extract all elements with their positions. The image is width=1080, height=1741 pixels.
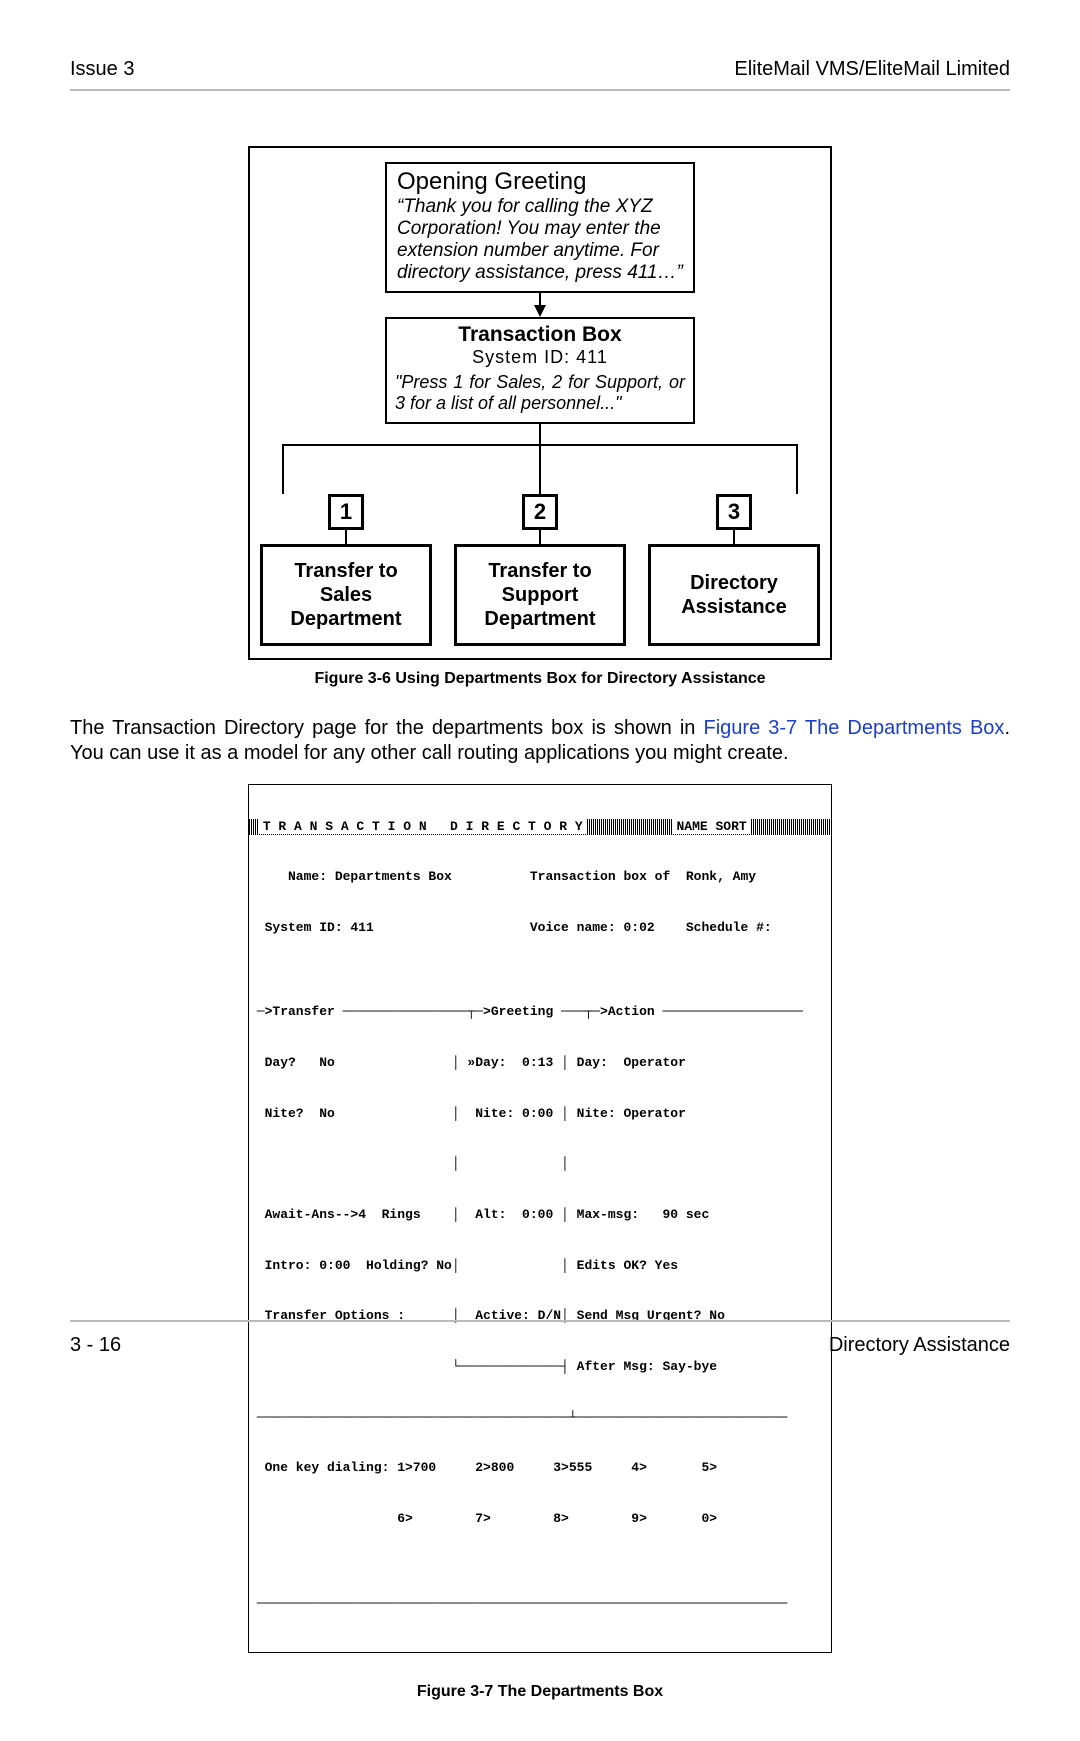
terminal-line: Day? No │ »Day: 0:13 │ Day: Operator <box>249 1055 831 1072</box>
terminal-screenshot: T R A N S A C T I O N D I R E C T O R Y … <box>248 784 832 1653</box>
terminal-line: 6> 7> 8> 9> 0> <box>249 1511 831 1528</box>
option-number: 1 <box>328 494 364 530</box>
figure-3-7-caption: Figure 3-7 The Departments Box <box>70 1683 1010 1701</box>
footer-rule <box>70 1320 1010 1322</box>
terminal-title: T R A N S A C T I O N D I R E C T O R Y <box>259 819 587 834</box>
transaction-system-id: System ID: 411 <box>395 347 685 368</box>
page-header: Issue 3 EliteMail VMS/EliteMail Limited <box>70 58 1010 81</box>
figure-3-7-link[interactable]: Figure 3-7 The Departments Box <box>704 717 1005 739</box>
option-3: 3 Directory Assistance <box>648 494 820 646</box>
connector <box>345 530 347 544</box>
option-destination: Transfer to Sales Department <box>260 544 432 646</box>
terminal-line: ────────────────────────────────────────… <box>249 1410 831 1427</box>
para-text-pre: The Transaction Directory page for the d… <box>70 717 704 739</box>
greeting-title: Opening Greeting <box>397 168 683 196</box>
terminal-line: Transfer Options : │ Active: D/N│ Send M… <box>249 1308 831 1325</box>
option-2: 2 Transfer to Support Department <box>454 494 626 646</box>
footer-left: 3 - 16 <box>70 1334 121 1357</box>
terminal-line: Await-Ans-->4 Rings │ Alt: 0:00 │ Max-ms… <box>249 1207 831 1224</box>
terminal-line: Nite? No │ Nite: 0:00 │ Nite: Operator <box>249 1106 831 1123</box>
terminal-sort: NAME SORT <box>673 819 751 834</box>
header-rule <box>70 89 1010 91</box>
terminal-title-bar: T R A N S A C T I O N D I R E C T O R Y … <box>249 819 831 836</box>
option-number: 2 <box>522 494 558 530</box>
terminal-line: System ID: 411 Voice name: 0:02 Schedule… <box>249 920 831 937</box>
page-footer: 3 - 16 Directory Assistance <box>70 1334 1010 1357</box>
option-destination: Directory Assistance <box>648 544 820 646</box>
opening-greeting-box: Opening Greeting “Thank you for calling … <box>385 162 695 293</box>
option-number: 3 <box>716 494 752 530</box>
header-left: Issue 3 <box>70 58 134 81</box>
terminal-line: └─────────────┤ After Msg: Say-bye <box>249 1359 831 1376</box>
arrow-down-icon <box>534 305 546 317</box>
option-destination: Transfer to Support Department <box>454 544 626 646</box>
body-paragraph: The Transaction Directory page for the d… <box>70 716 1010 766</box>
options-row: 1 Transfer to Sales Department 2 Transfe… <box>260 494 820 646</box>
header-right: EliteMail VMS/EliteMail Limited <box>734 58 1010 81</box>
transaction-title: Transaction Box <box>395 323 685 347</box>
figure-3-6-caption: Figure 3-6 Using Departments Box for Dir… <box>70 670 1010 688</box>
option-1: 1 Transfer to Sales Department <box>260 494 432 646</box>
branch-connector <box>270 424 810 494</box>
terminal-line: │ │ <box>249 1156 831 1173</box>
connector <box>733 530 735 544</box>
transaction-quote: "Press 1 for Sales, 2 for Support, or 3 … <box>395 372 685 413</box>
terminal-line: Intro: 0:00 Holding? No│ │ Edits OK? Yes <box>249 1258 831 1275</box>
greeting-body: “Thank you for calling the XYZ Corporati… <box>397 196 683 283</box>
terminal-line: ─>Transfer ────────────────┬─>Greeting ─… <box>249 1004 831 1021</box>
terminal-line: ────────────────────────────────────────… <box>249 1596 831 1613</box>
connector <box>539 530 541 544</box>
terminal-line: One key dialing: 1>700 2>800 3>555 4> 5> <box>249 1460 831 1477</box>
flowchart-figure: Opening Greeting “Thank you for calling … <box>248 146 832 660</box>
footer-right: Directory Assistance <box>829 1334 1010 1357</box>
terminal-line: Name: Departments Box Transaction box of… <box>249 869 831 886</box>
transaction-box: Transaction Box System ID: 411 "Press 1 … <box>385 317 695 423</box>
